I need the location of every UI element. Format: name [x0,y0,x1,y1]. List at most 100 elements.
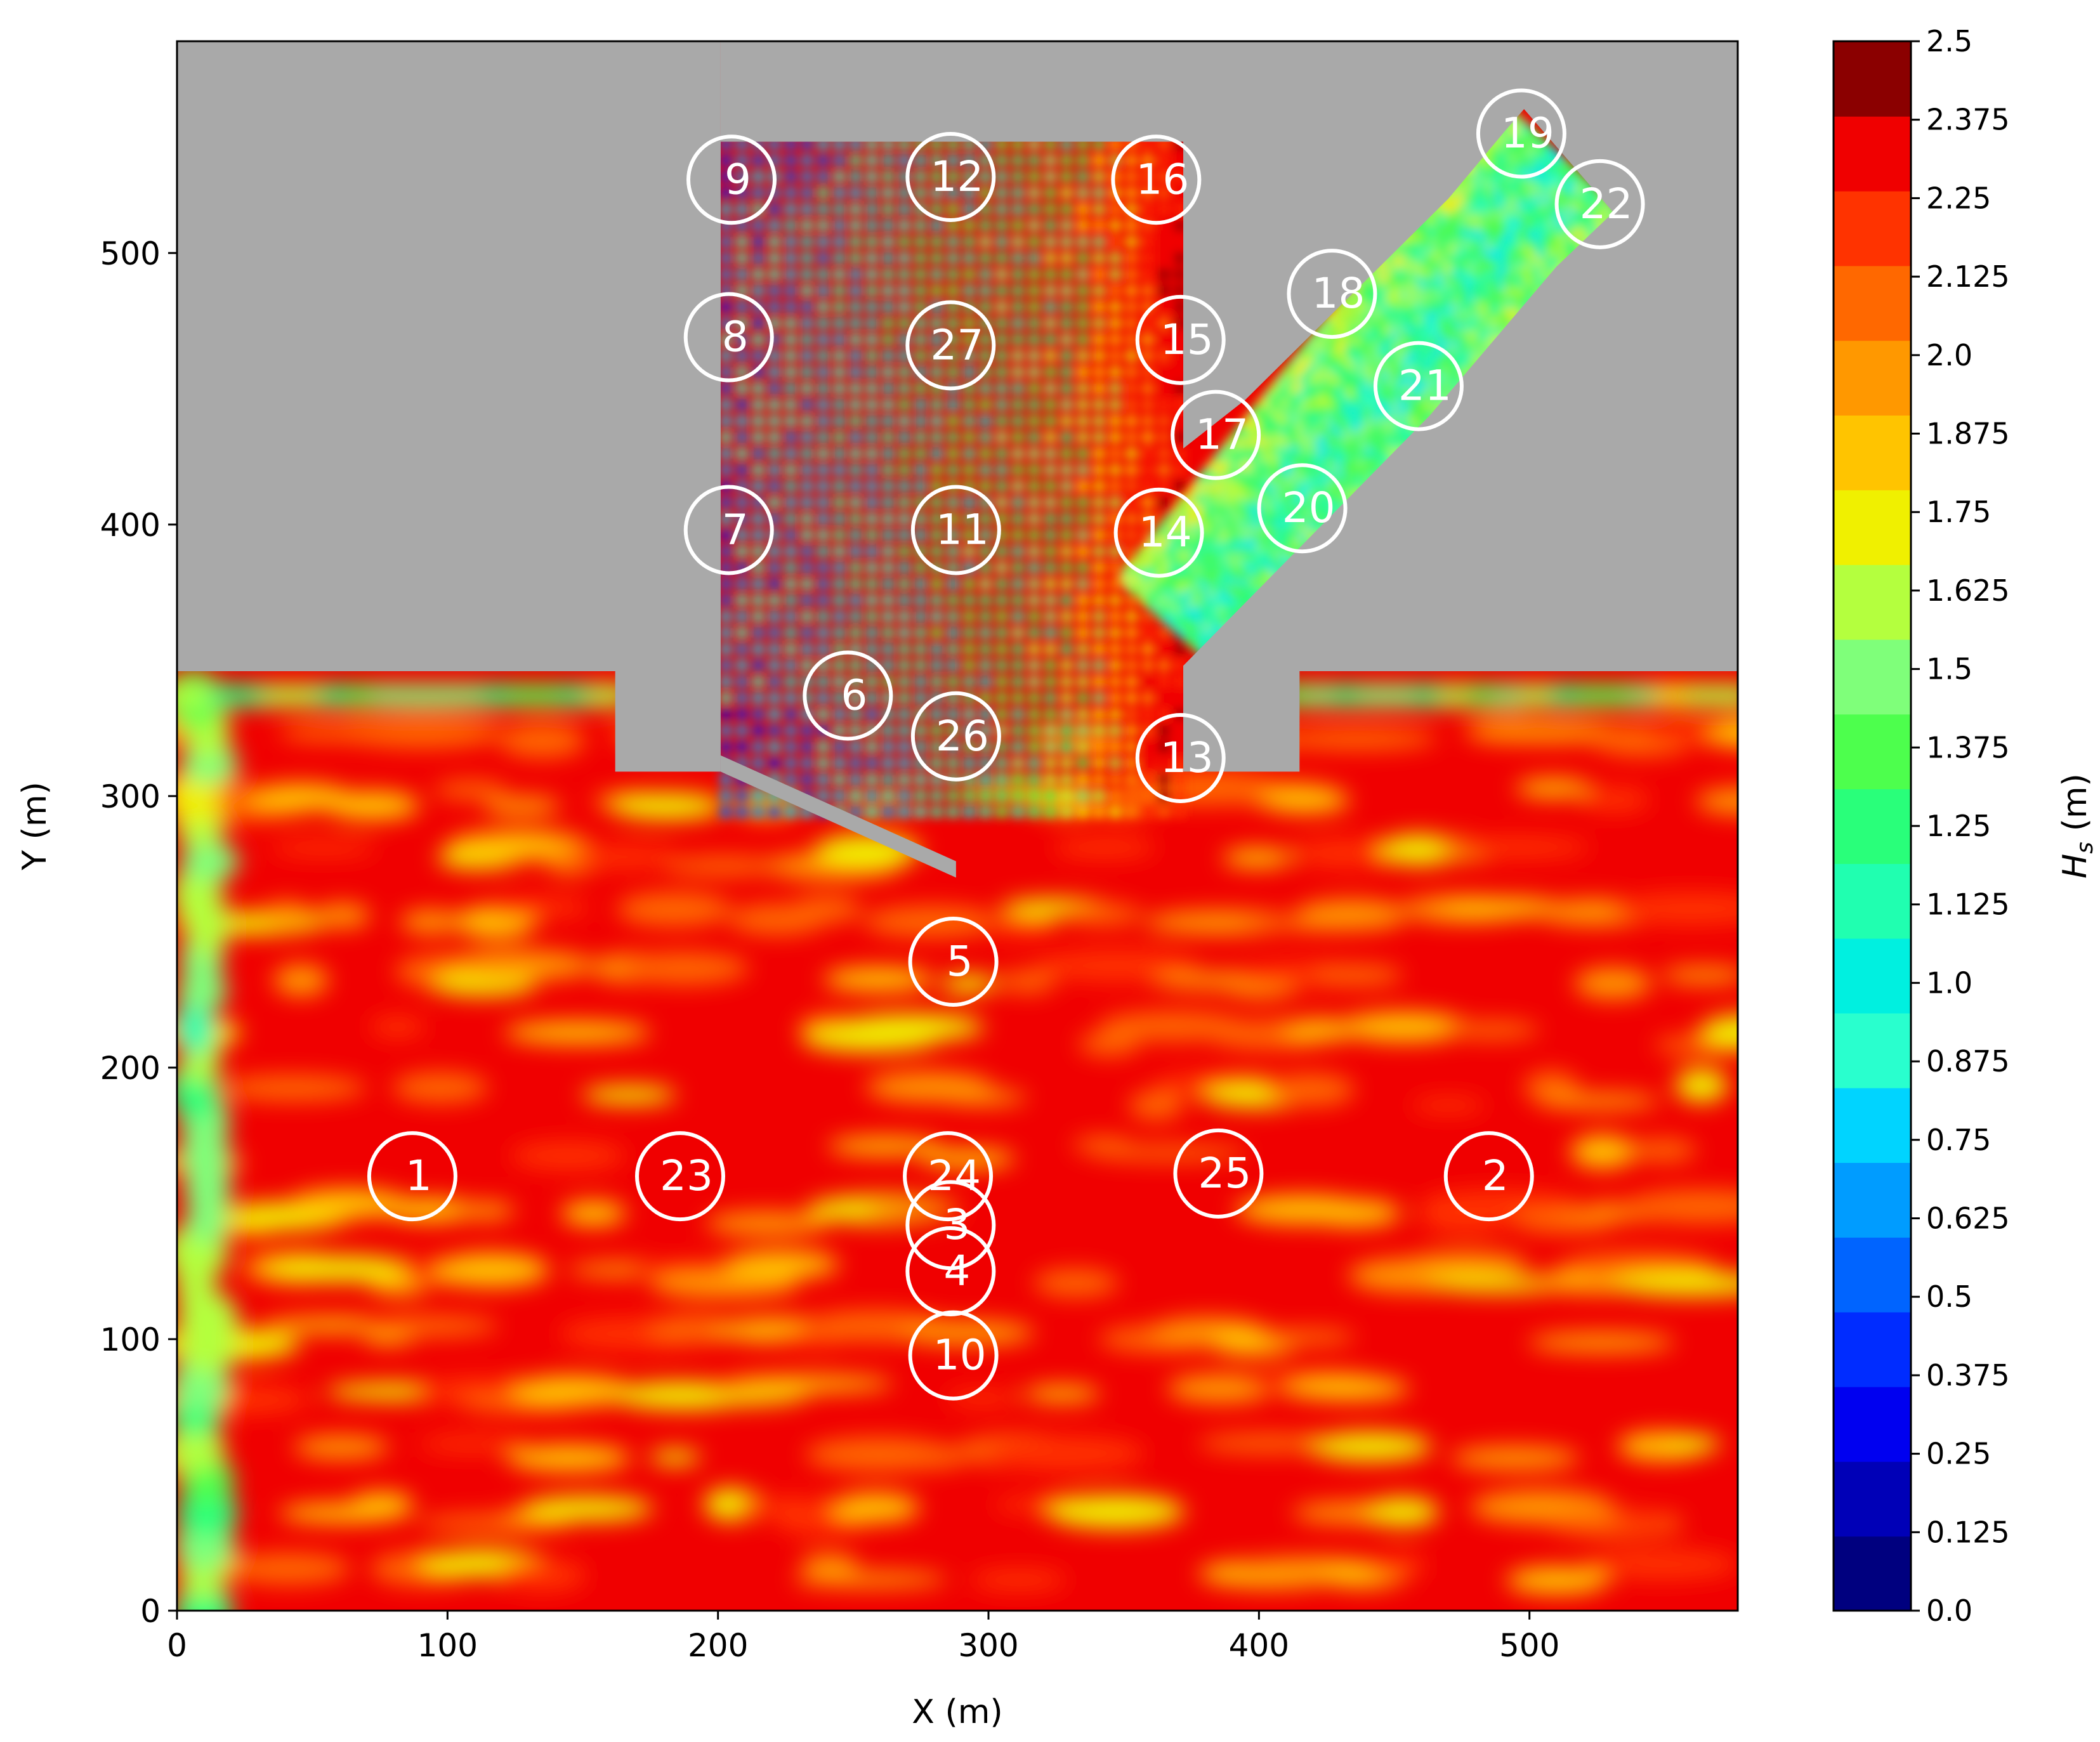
harbour-cell [834,285,845,296]
harbour-cell [769,204,780,214]
harbour-cell [1094,595,1105,606]
harbour-cell [948,171,959,182]
harbour-cell [948,220,959,231]
harbour-cell [1126,237,1137,247]
sea-blotch [341,716,504,749]
harbour-cell [1028,660,1039,671]
gauge-21: 21 [1373,341,1464,431]
harbour-cell [915,383,926,394]
harbour-cell [801,449,812,459]
y-tick-label: 400 [100,507,161,544]
harbour-cell [769,644,780,655]
harbour-cell [1158,725,1169,736]
harbour-cell [1175,757,1186,768]
harbour-cell [785,432,796,443]
harbour-cell [980,334,991,345]
harbour-cell [801,334,812,345]
harbour-cell [1094,562,1105,573]
harbour-cell [785,285,796,296]
harbour-cell [769,546,780,557]
harbour-cell [850,546,861,557]
harbour-cell [899,579,910,589]
harbour-cell [818,757,829,768]
sea-blotch [270,839,377,856]
harbour-cell [883,383,893,394]
harbour-cell [769,693,780,704]
harbour-cell [1045,449,1056,459]
harbour-cell [899,481,910,492]
harbour-cell [883,774,893,785]
harbour-cell [850,285,861,296]
harbour-cell [948,155,959,166]
harbour-cell [737,546,747,557]
harbour-cell [867,188,877,199]
harbour-cell [1045,725,1056,736]
harbour-cell [720,579,731,589]
harbour-cell [818,562,829,573]
harbour-cell [1045,416,1056,426]
harbour-cell [996,285,1007,296]
harbour-cell [996,464,1007,475]
harbour-cell [1013,627,1023,638]
colorbar-label: Hs (m) [2056,773,2098,879]
sea-blotch [1061,903,1143,926]
harbour-cell [996,449,1007,459]
harbour-cell [1110,676,1120,687]
harbour-cell [753,220,764,231]
harbour-cell [801,432,812,443]
harbour-cell [720,530,731,540]
gauge-label: 25 [1198,1149,1251,1198]
harbour-cell [720,367,731,377]
harbour-cell [1028,757,1039,768]
harbour-cell [1175,774,1186,785]
harbour-cell [915,562,926,573]
harbour-cell [996,774,1007,785]
harbour-cell [948,204,959,214]
gauge-circle [908,1310,999,1401]
colorbar-tick-label: 0.375 [1926,1358,2010,1392]
harbour-cell [1158,676,1169,687]
harbour-cell [1077,497,1088,508]
harbour-cell [1077,774,1088,785]
harbour-cell [1158,204,1169,214]
sea-blotch [561,845,679,869]
harbour-cell [834,611,845,622]
harbour-cell [1158,757,1169,768]
gauge-label: 18 [1311,269,1365,318]
harbour-cell [883,497,893,508]
harbour-cell [737,693,747,704]
sea-blotch [497,1559,587,1592]
harbour-cell [1013,742,1023,752]
harbour-cell [769,449,780,459]
harbour-cell [931,742,942,752]
harbour-cell [737,611,747,622]
harbour-cell [883,237,893,247]
colorbar-segment [1834,489,1911,565]
harbour-cell [883,449,893,459]
harbour-cell [1045,220,1056,231]
y-tick-label: 500 [100,235,161,272]
harbour-cell [915,807,926,818]
harbour-cell [899,432,910,443]
sea-blotch [433,780,508,800]
harbour-cell [1126,725,1137,736]
harbour-cell [753,237,764,247]
harbour-cell [753,790,764,801]
harbour-cell [1110,790,1120,801]
harbour-cell [931,220,942,231]
harbour-cell [1028,220,1039,231]
sea-blotch [1629,1139,1697,1162]
harbour-cell [964,367,975,377]
harbour-cell [785,709,796,719]
x-axis-label: X (m) [912,1693,1002,1731]
harbour-cell [1126,399,1137,410]
harbour-cell [1028,285,1039,296]
harbour-cell [753,709,764,719]
harbour-cell [834,383,845,394]
harbour-cell [834,350,845,361]
gauge-label: 16 [1136,155,1189,204]
harbour-cell [818,464,829,475]
sea-blotch [1338,1012,1470,1042]
gauge-circle [908,917,999,1007]
